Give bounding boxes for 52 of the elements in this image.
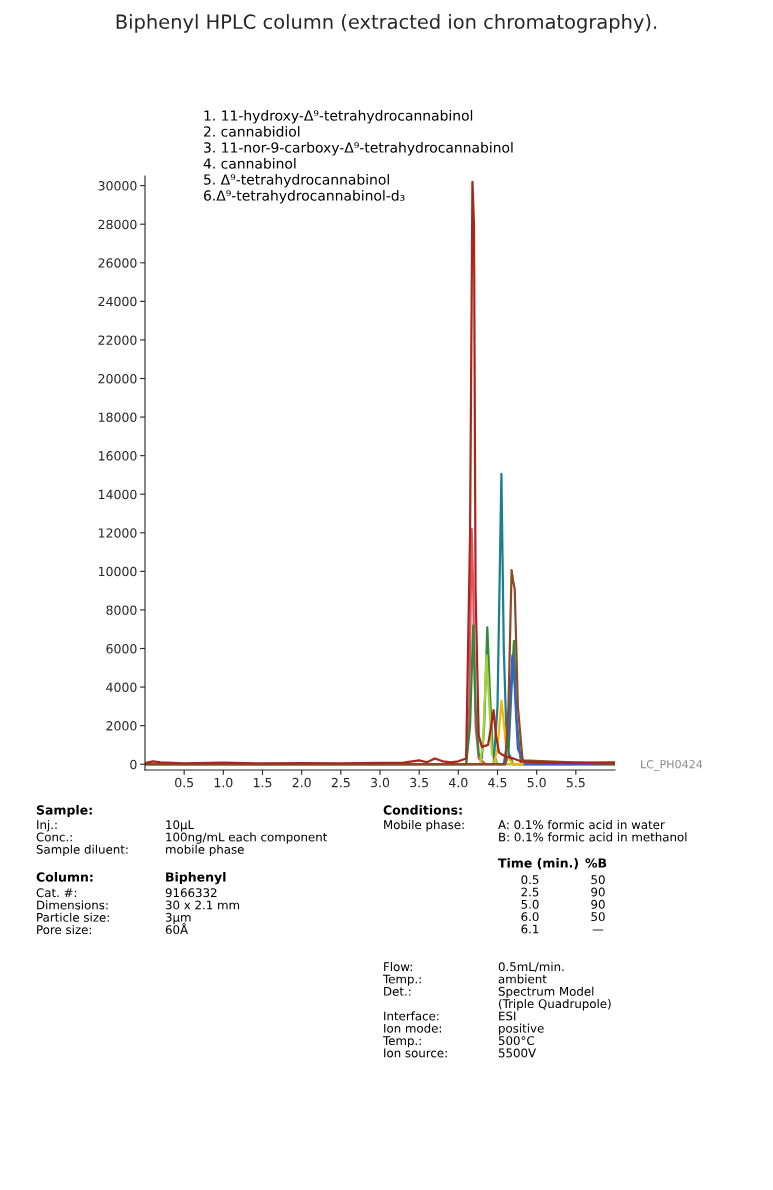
x-tick-label: 2.5 [331, 777, 350, 788]
text: 3. 11-nor-9-carboxy-Δ⁹-tetrahydrocannabinol [204, 142, 513, 156]
text: 0.5 2.5 5.0 6.0 6.1 [521, 875, 539, 934]
x-tick-label: 5.0 [527, 777, 546, 788]
text: Conditions: [383, 805, 462, 815]
chart-title: Biphenyl HPLC column (extracted ion chromatography). [116, 14, 657, 33]
y-tick-label: 22000 [98, 335, 137, 345]
text: LC_PH0424 [641, 760, 703, 771]
x-tick-label: 3.5 [410, 777, 429, 788]
text: 1. 11-hydroxy-Δ⁹-tetrahydrocannabinol [204, 110, 473, 124]
line-series [145, 568, 615, 766]
text: Time (min.) [498, 858, 578, 870]
text: A: 0.1% formic acid in water B: 0.1% formic acid in methanol [498, 820, 687, 842]
y-tick-label: 28000 [98, 219, 137, 230]
y-tick-label: 8000 [106, 605, 137, 615]
y-tick-label: 12000 [98, 528, 137, 538]
text: Cat. #: Dimensions: Particle size: Pore size: [36, 888, 109, 935]
y-tick-label: 0 [130, 759, 137, 770]
y-tick-label: 16000 [98, 451, 137, 461]
x-tick-label: 3.0 [371, 777, 390, 788]
text: 9166332 30 x 2.1 mm 3µm 60Å [165, 888, 240, 935]
x-tick-label: 5.5 [566, 778, 585, 788]
annotation: 5. Δ⁹-tetrahydrocannabinol [204, 174, 389, 188]
y-tick-label: 2000 [106, 721, 137, 731]
text: Inj.: Conc.: Sample diluent: [36, 820, 128, 857]
annotation: 6.Δ⁹-tetrahydrocannabinol-d₃ [203, 190, 405, 204]
y-tick-label: 18000 [98, 412, 137, 422]
x-tick-label: 1.5 [253, 778, 272, 788]
y-tick-label: 14000 [98, 489, 137, 500]
x-tick-label: 4.5 [488, 778, 507, 788]
x-tick-label: 2.0 [292, 777, 311, 788]
x-tick-label: 4.0 [449, 777, 468, 788]
y-tick-label: 26000 [98, 258, 137, 268]
text: Biphenyl [166, 872, 226, 885]
text: Flow: Temp.: Det.: Interface: Ion mode: Temp.: Ion source: [382, 962, 447, 1058]
y-tick-label: 4000 [106, 682, 137, 692]
text: 4. cannabinol [203, 158, 296, 169]
text: %B [585, 858, 607, 868]
y-tick-label: 6000 [106, 643, 137, 654]
y-tick-label: 10000 [98, 566, 137, 577]
text: Sample: [36, 805, 92, 818]
y-tick-label: 24000 [98, 296, 137, 307]
text: 10µL 100ng/mL each component mobile phase [166, 820, 328, 857]
y-tick-label: 30000 [98, 181, 137, 191]
y-tick-label: 20000 [98, 373, 137, 384]
text: 50 90 90 50 — [591, 875, 605, 931]
x-tick-label: 1.0 [214, 777, 233, 788]
text: 2. cannabidiol [204, 126, 300, 137]
text: Column: [36, 872, 93, 882]
x-tick-label: 0.5 [175, 777, 194, 788]
text: Mobile phase: [384, 820, 464, 832]
text: 0.5mL/min. ambient Spectrum Model (Triple Quadrupole) ESI positive 500°C 5500V [498, 962, 611, 1058]
